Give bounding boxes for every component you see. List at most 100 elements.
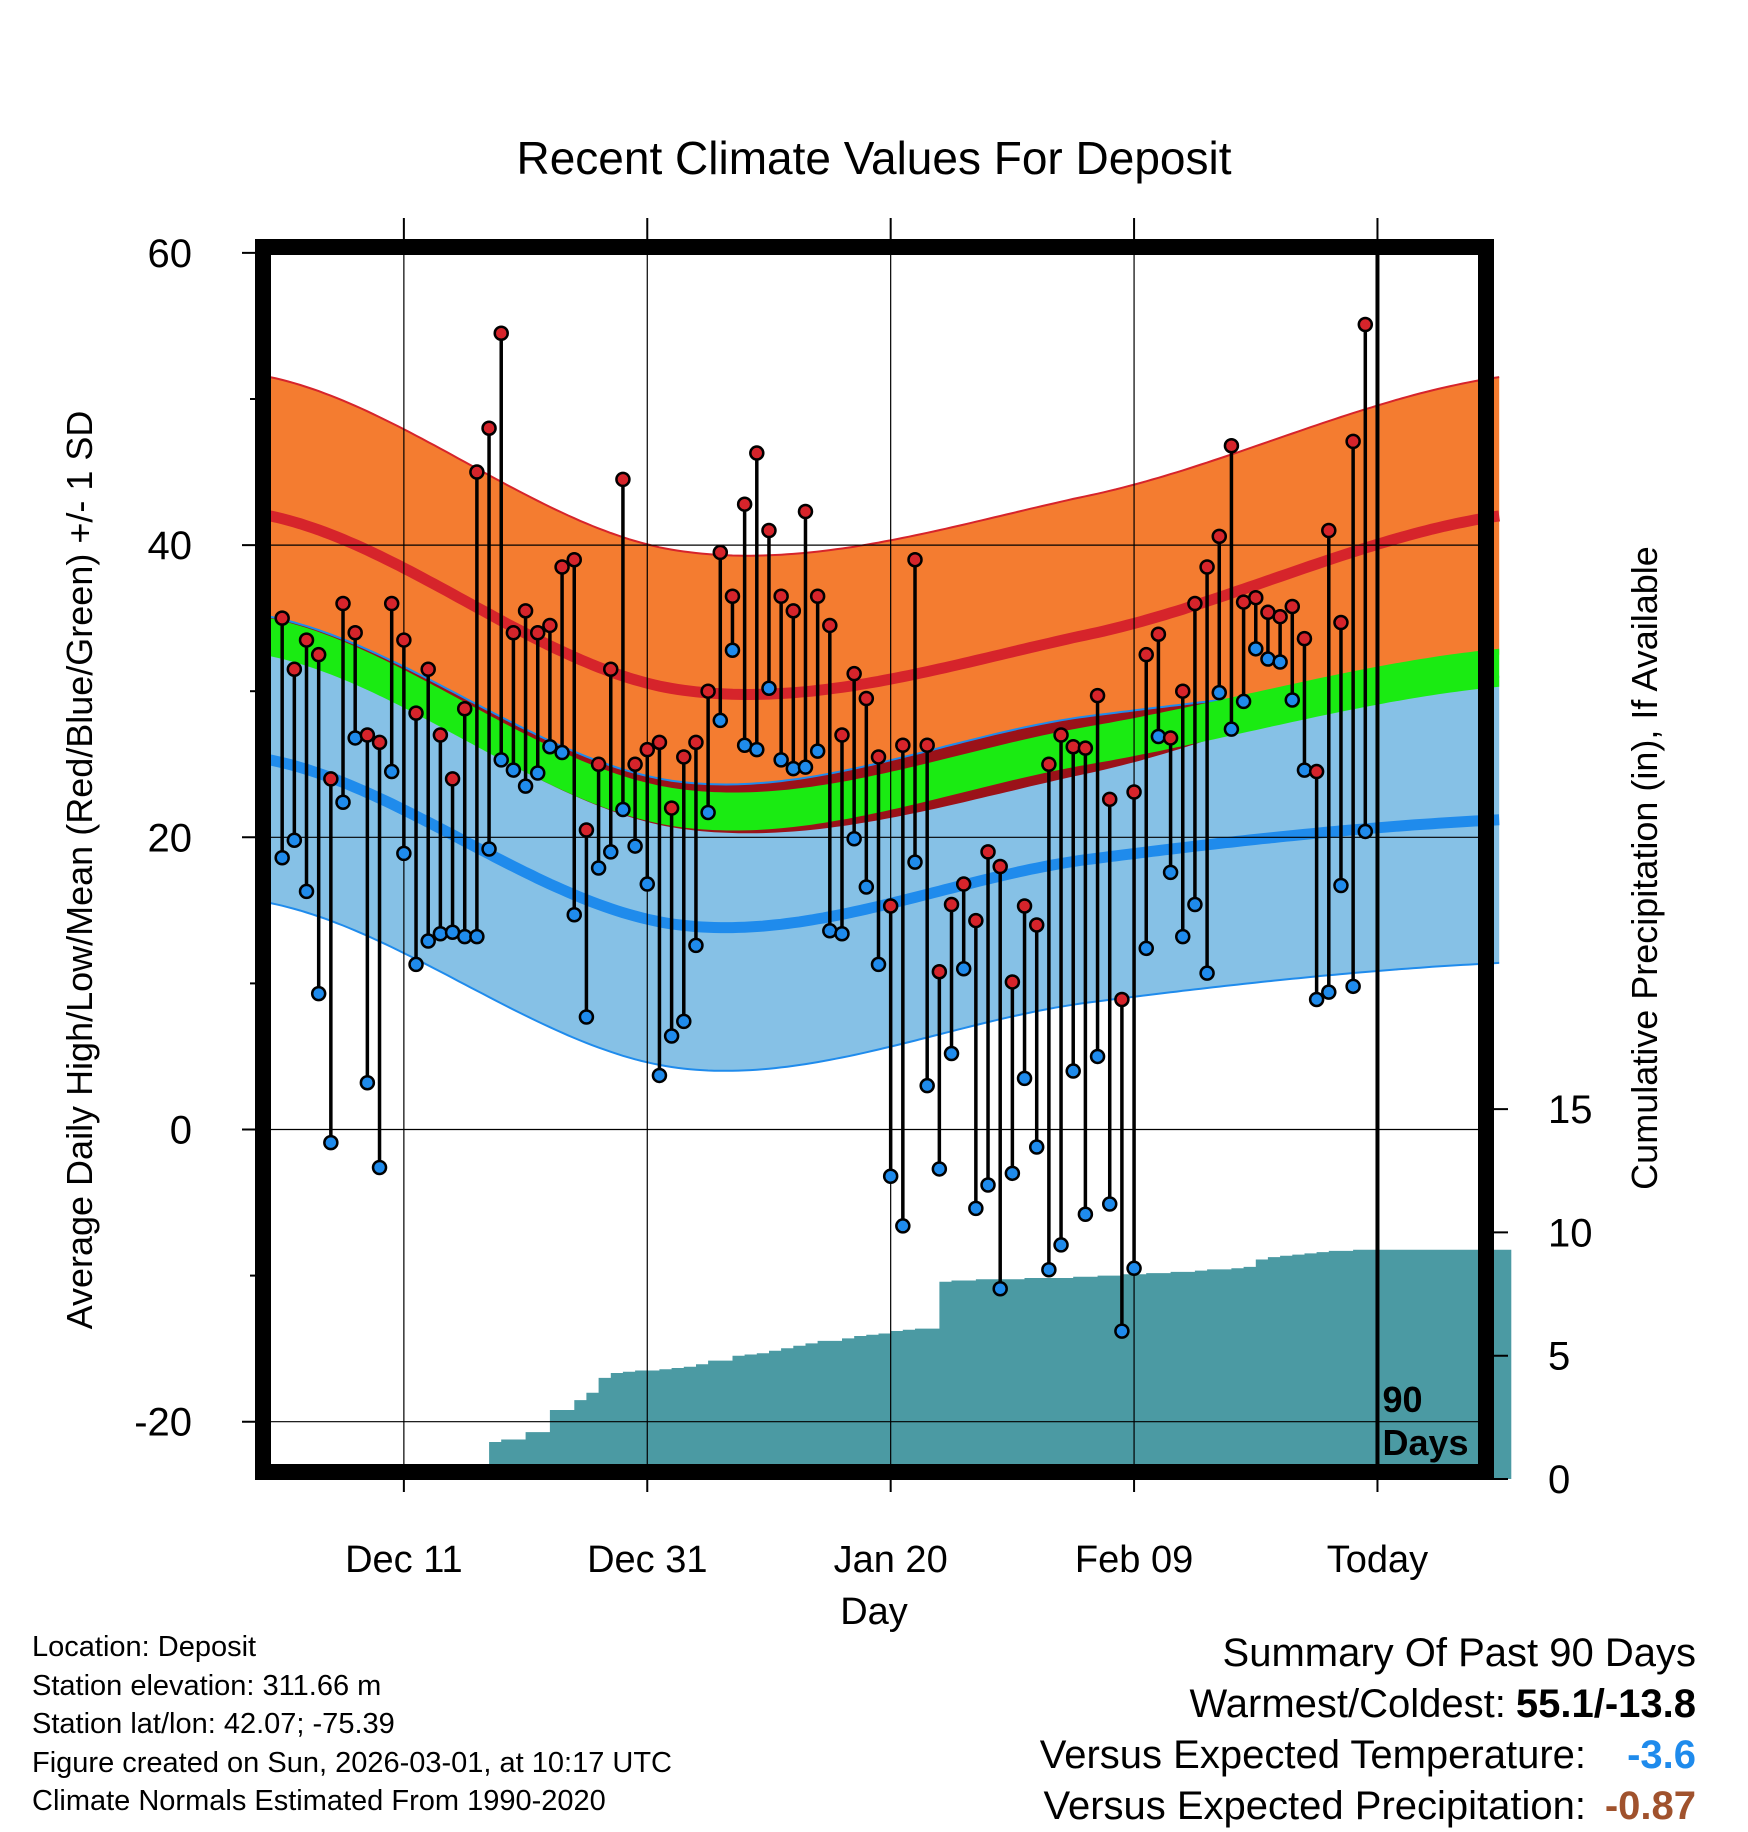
obs-low-point	[627, 838, 643, 854]
temp-anomaly-value: -3.6	[1627, 1733, 1696, 1777]
obs-low-point	[907, 854, 923, 870]
obs-high-point	[310, 646, 327, 663]
obs-high-point	[566, 551, 582, 568]
axes: -20 0 20 40 60 0 5 10 15 Dec 11 Dec 31 Jan 20 Feb 09…	[134, 218, 1593, 1581]
obs-low-point	[1308, 991, 1325, 1008]
obs-high-point	[907, 551, 923, 568]
obs-high-point	[1223, 438, 1240, 454]
x-axis-label: Day	[840, 1591, 908, 1633]
obs-high-point	[700, 683, 716, 699]
obs-high-point	[1357, 316, 1374, 333]
station-info: Location: Deposit Station elevation: 311…	[32, 1628, 672, 1821]
obs-high-point	[627, 756, 643, 772]
obs-low-point	[1138, 940, 1154, 957]
y-tick-label-left: 40	[148, 524, 193, 568]
obs-high-point	[931, 963, 948, 980]
y-axis-label-right: Cumulative Precipitation (in), If Availa…	[1624, 546, 1665, 1190]
obs-low-point	[1089, 1048, 1106, 1065]
obs-low-point	[542, 738, 558, 755]
obs-low-point	[1333, 877, 1349, 894]
obs-low-point	[469, 928, 485, 945]
x-tick-label: Feb 09	[1075, 1539, 1193, 1581]
obs-high-point	[554, 559, 570, 575]
obs-low-point	[1175, 928, 1191, 945]
y-tick-label-right: 15	[1548, 1088, 1593, 1132]
obs-high-point	[408, 705, 424, 721]
summary-title: Summary Of Past 90 Days	[1222, 1631, 1696, 1675]
obs-high-point	[432, 727, 449, 743]
obs-high-point	[1333, 614, 1349, 631]
obs-low-point	[663, 1028, 680, 1044]
obs-high-point	[469, 464, 485, 480]
obs-high-point	[615, 471, 631, 488]
obs-high-point	[323, 771, 339, 787]
obs-low-point	[834, 925, 850, 942]
latlon-text: Station lat/lon: 42.07; -75.39	[32, 1708, 395, 1740]
obs-high-point	[347, 625, 363, 641]
obs-high-point	[1199, 559, 1215, 575]
x-tick-label: Jan 20	[834, 1539, 948, 1581]
obs-high-point	[371, 734, 388, 751]
obs-low-point	[481, 841, 497, 857]
obs-high-point	[456, 700, 473, 717]
obs-low-point	[615, 801, 631, 818]
obs-high-point	[1162, 730, 1179, 746]
obs-low-point	[931, 1161, 948, 1177]
obs-high-point	[797, 503, 814, 520]
temp-anomaly-row: Versus Expected Temperature: -3.6	[1040, 1730, 1696, 1781]
obs-low-point	[298, 883, 315, 900]
location-text: Location: Deposit	[32, 1631, 257, 1663]
obs-low-point	[712, 712, 729, 729]
obs-low-point	[895, 1218, 911, 1234]
obs-high-point	[1053, 727, 1069, 743]
obs-high-point	[1321, 522, 1337, 539]
obs-low-point	[968, 1200, 984, 1217]
obs-high-point	[773, 588, 789, 604]
obs-high-point	[1175, 683, 1191, 699]
y-tick-label-left: 20	[148, 816, 193, 860]
obs-low-point	[1284, 692, 1301, 708]
y-tick-label-left: 60	[148, 232, 193, 276]
chart-title: Recent Climate Values For Deposit	[517, 132, 1232, 184]
obs-low-point	[858, 879, 875, 895]
obs-low-point	[1321, 984, 1337, 1000]
plot-frame	[255, 239, 1494, 1480]
obs-low-point	[408, 956, 424, 973]
obs-high-point	[1284, 598, 1301, 615]
obs-low-point	[603, 844, 619, 860]
summary-panel: Summary Of Past 90 Days Warmest/Coldest:…	[1040, 1628, 1696, 1832]
x-tick-label: Today	[1327, 1539, 1428, 1581]
today-label: Days	[1382, 1422, 1468, 1463]
obs-low-point	[955, 961, 972, 977]
obs-low-point	[773, 752, 789, 768]
obs-low-point	[846, 831, 862, 847]
elevation-text: Station elevation: 311.66 m	[32, 1669, 382, 1702]
x-tick-label: Dec 11	[345, 1539, 463, 1581]
obs-low-point	[1041, 1262, 1057, 1278]
obs-low-point	[1004, 1165, 1021, 1182]
precip-anomaly-value: -0.87	[1604, 1784, 1696, 1828]
obs-high-point	[590, 756, 607, 772]
obs-low-point	[566, 906, 582, 923]
obs-high-point	[785, 603, 802, 619]
obs-high-point	[542, 617, 558, 634]
obs-high-point	[1150, 626, 1167, 642]
obs-low-point	[286, 832, 303, 848]
obs-high-point	[761, 522, 777, 539]
obs-high-point	[1065, 738, 1081, 755]
obs-high-point	[724, 588, 741, 604]
precip-anomaly-label: Versus Expected Precipitation:	[1043, 1784, 1586, 1828]
obs-low-point	[529, 765, 546, 781]
obs-low-point	[420, 933, 436, 949]
obs-low-point	[809, 743, 826, 759]
mean-band	[270, 618, 1500, 831]
obs-high-point	[359, 727, 376, 743]
y-tick-label-left: 0	[170, 1109, 192, 1153]
obs-high-point	[688, 734, 704, 751]
obs-low-point	[1126, 1260, 1142, 1277]
obs-high-point	[980, 844, 996, 860]
obs-low-point	[1162, 864, 1179, 881]
obs-high-point	[968, 912, 984, 929]
obs-low-point	[1260, 651, 1276, 667]
